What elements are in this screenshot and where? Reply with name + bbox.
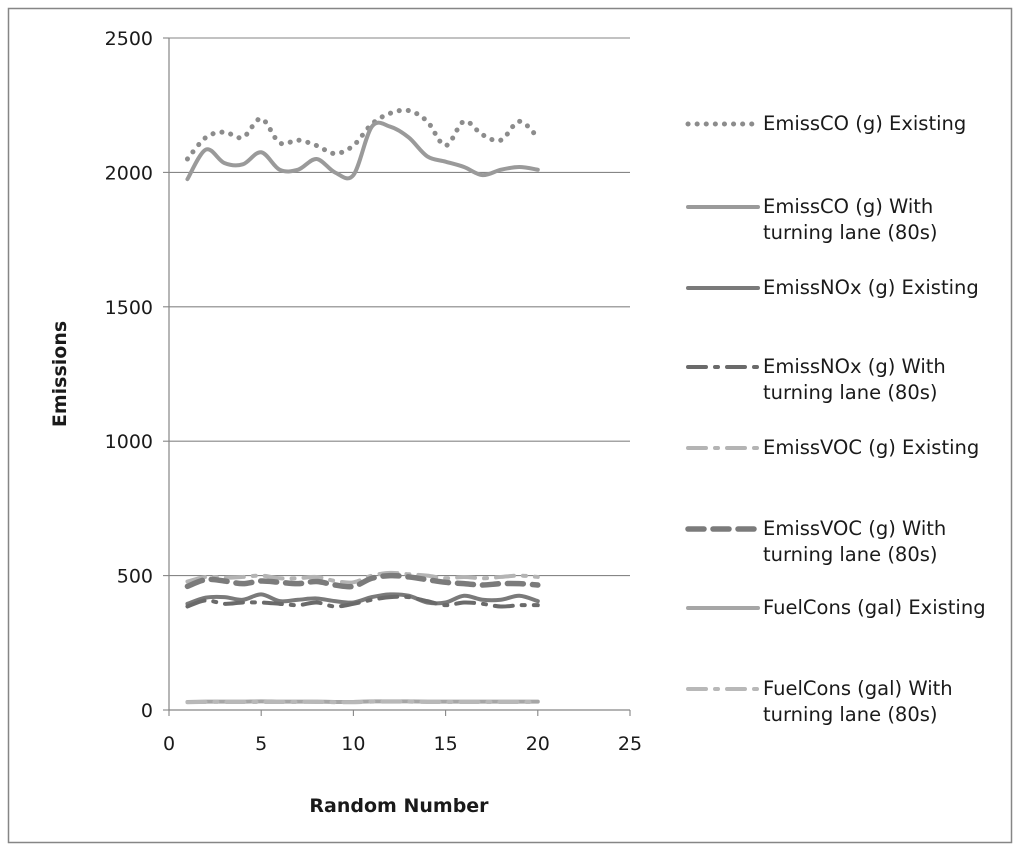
y-tick-label: 1500	[105, 297, 153, 319]
x-tick-label: 20	[526, 733, 550, 755]
legend-item: EmissVOC (g) Existing	[686, 436, 979, 459]
legend: EmissCO (g) Existing EmissCO (g) With turn…	[685, 112, 986, 726]
x-tick-label: 5	[255, 733, 267, 755]
gridlines	[163, 37, 631, 716]
legend-item: EmissNOx (g) Existing	[686, 276, 979, 299]
x-tick-label: 0	[163, 733, 175, 755]
series-line-1	[184, 107, 541, 162]
x-tick-label: 10	[341, 733, 365, 755]
y-tick-label: 0	[141, 700, 153, 722]
y-tick-label: 500	[117, 566, 153, 588]
legend-label: EmissNOx (g) Existing	[763, 276, 979, 299]
series-line-3	[185, 592, 540, 606]
series-line-4	[185, 594, 540, 609]
y-tick-label: 2500	[105, 28, 153, 50]
axes	[168, 38, 630, 711]
legend-label: EmissCO (g) Existing	[763, 112, 966, 135]
series-lines	[184, 107, 541, 705]
series-line-8	[185, 699, 540, 705]
y-tick-label: 1000	[105, 431, 153, 453]
legend-item: EmissCO (g) With turning lane (80s)	[686, 195, 938, 244]
legend-item: EmissCO (g) Existing	[685, 112, 966, 135]
series-line-5	[185, 570, 540, 585]
x-tick-label: 15	[434, 733, 458, 755]
legend-label: EmissVOC (g) With	[763, 517, 946, 540]
tick-labels: 0 500 1000 1500 2000 2500 0 5 10 15 20 25	[105, 28, 642, 755]
legend-label: EmissVOC (g) Existing	[763, 436, 979, 459]
legend-label: FuelCons (gal) With	[763, 677, 953, 700]
y-axis-title: Emissions	[49, 321, 71, 427]
series-line-6	[184, 572, 541, 590]
x-axis-title: Random Number	[309, 795, 489, 817]
legend-label: turning lane (80s)	[763, 543, 938, 566]
x-tick-label: 25	[618, 733, 642, 755]
legend-item: EmissVOC (g) With turning lane (80s)	[685, 517, 946, 566]
legend-label: turning lane (80s)	[763, 703, 938, 726]
legend-item: EmissNOx (g) With turning lane (80s)	[686, 355, 946, 404]
legend-label: EmissCO (g) With	[763, 195, 933, 218]
legend-label: turning lane (80s)	[763, 221, 938, 244]
legend-label: turning lane (80s)	[763, 381, 938, 404]
legend-label: EmissNOx (g) With	[763, 355, 946, 378]
legend-label: FuelCons (gal) Existing	[763, 596, 986, 619]
legend-item: FuelCons (gal) With turning lane (80s)	[686, 677, 953, 726]
series-line-2	[185, 120, 540, 182]
legend-item: FuelCons (gal) Existing	[686, 596, 986, 619]
y-tick-label: 2000	[105, 162, 153, 184]
